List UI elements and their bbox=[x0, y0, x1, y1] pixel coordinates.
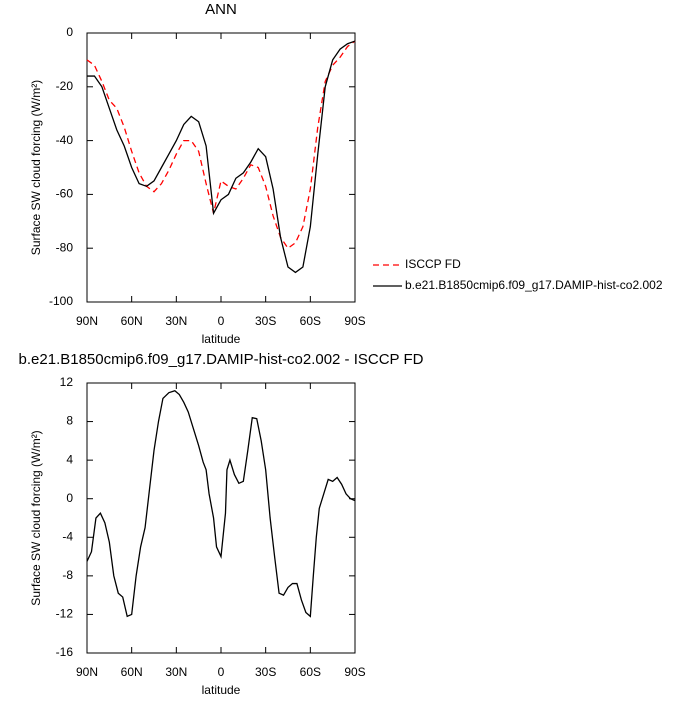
y-axis-label: Surface SW cloud forcing (W/m²) bbox=[29, 430, 43, 605]
x-axis-label: latitude bbox=[202, 683, 241, 697]
x-tick-label: 30S bbox=[255, 665, 276, 679]
y-tick-label: 12 bbox=[60, 375, 74, 389]
x-axis-label: latitude bbox=[202, 332, 241, 346]
y-tick-label: -20 bbox=[56, 79, 74, 93]
x-tick-label: 30S bbox=[255, 314, 276, 328]
chart-title: b.e21.B1850cmip6.f09_g17.DAMIP-hist-co2.… bbox=[19, 351, 424, 368]
y-tick-label: -4 bbox=[62, 529, 73, 543]
x-tick-label: 0 bbox=[218, 314, 225, 328]
x-tick-label: 30N bbox=[165, 314, 187, 328]
x-tick-label: 60S bbox=[300, 665, 321, 679]
data-line bbox=[86, 389, 356, 618]
x-tick-label: 90S bbox=[344, 665, 365, 679]
x-tick-label: 60N bbox=[121, 665, 143, 679]
y-tick-label: -12 bbox=[56, 607, 74, 621]
y-tick-label: -40 bbox=[56, 133, 74, 147]
y-tick-label: -100 bbox=[49, 294, 73, 308]
x-tick-label: 90N bbox=[76, 314, 98, 328]
y-tick-label: -80 bbox=[56, 240, 74, 254]
y-tick-label: 0 bbox=[66, 491, 73, 505]
legend-label: ISCCP FD bbox=[405, 257, 461, 271]
y-axis-label: Surface SW cloud forcing (W/m²) bbox=[29, 80, 43, 255]
y-tick-label: 8 bbox=[66, 414, 73, 428]
x-tick-label: 30N bbox=[165, 665, 187, 679]
plot-frame bbox=[86, 32, 356, 303]
y-tick-label: -16 bbox=[56, 645, 74, 659]
data-line bbox=[87, 40, 356, 274]
y-tick-label: 4 bbox=[66, 452, 73, 466]
x-tick-label: 60S bbox=[300, 314, 321, 328]
data-line bbox=[86, 40, 356, 250]
x-tick-label: 60N bbox=[121, 314, 143, 328]
x-tick-label: 90S bbox=[344, 314, 365, 328]
plot-frame bbox=[86, 382, 356, 654]
x-tick-label: 90N bbox=[76, 665, 98, 679]
y-tick-label: 0 bbox=[66, 25, 73, 39]
legend-label: b.e21.B1850cmip6.f09_g17.DAMIP-hist-co2.… bbox=[405, 278, 663, 292]
chart-title: ANN bbox=[205, 1, 237, 18]
y-tick-label: -60 bbox=[56, 187, 74, 201]
x-tick-label: 0 bbox=[218, 665, 225, 679]
y-tick-label: -8 bbox=[62, 568, 73, 582]
